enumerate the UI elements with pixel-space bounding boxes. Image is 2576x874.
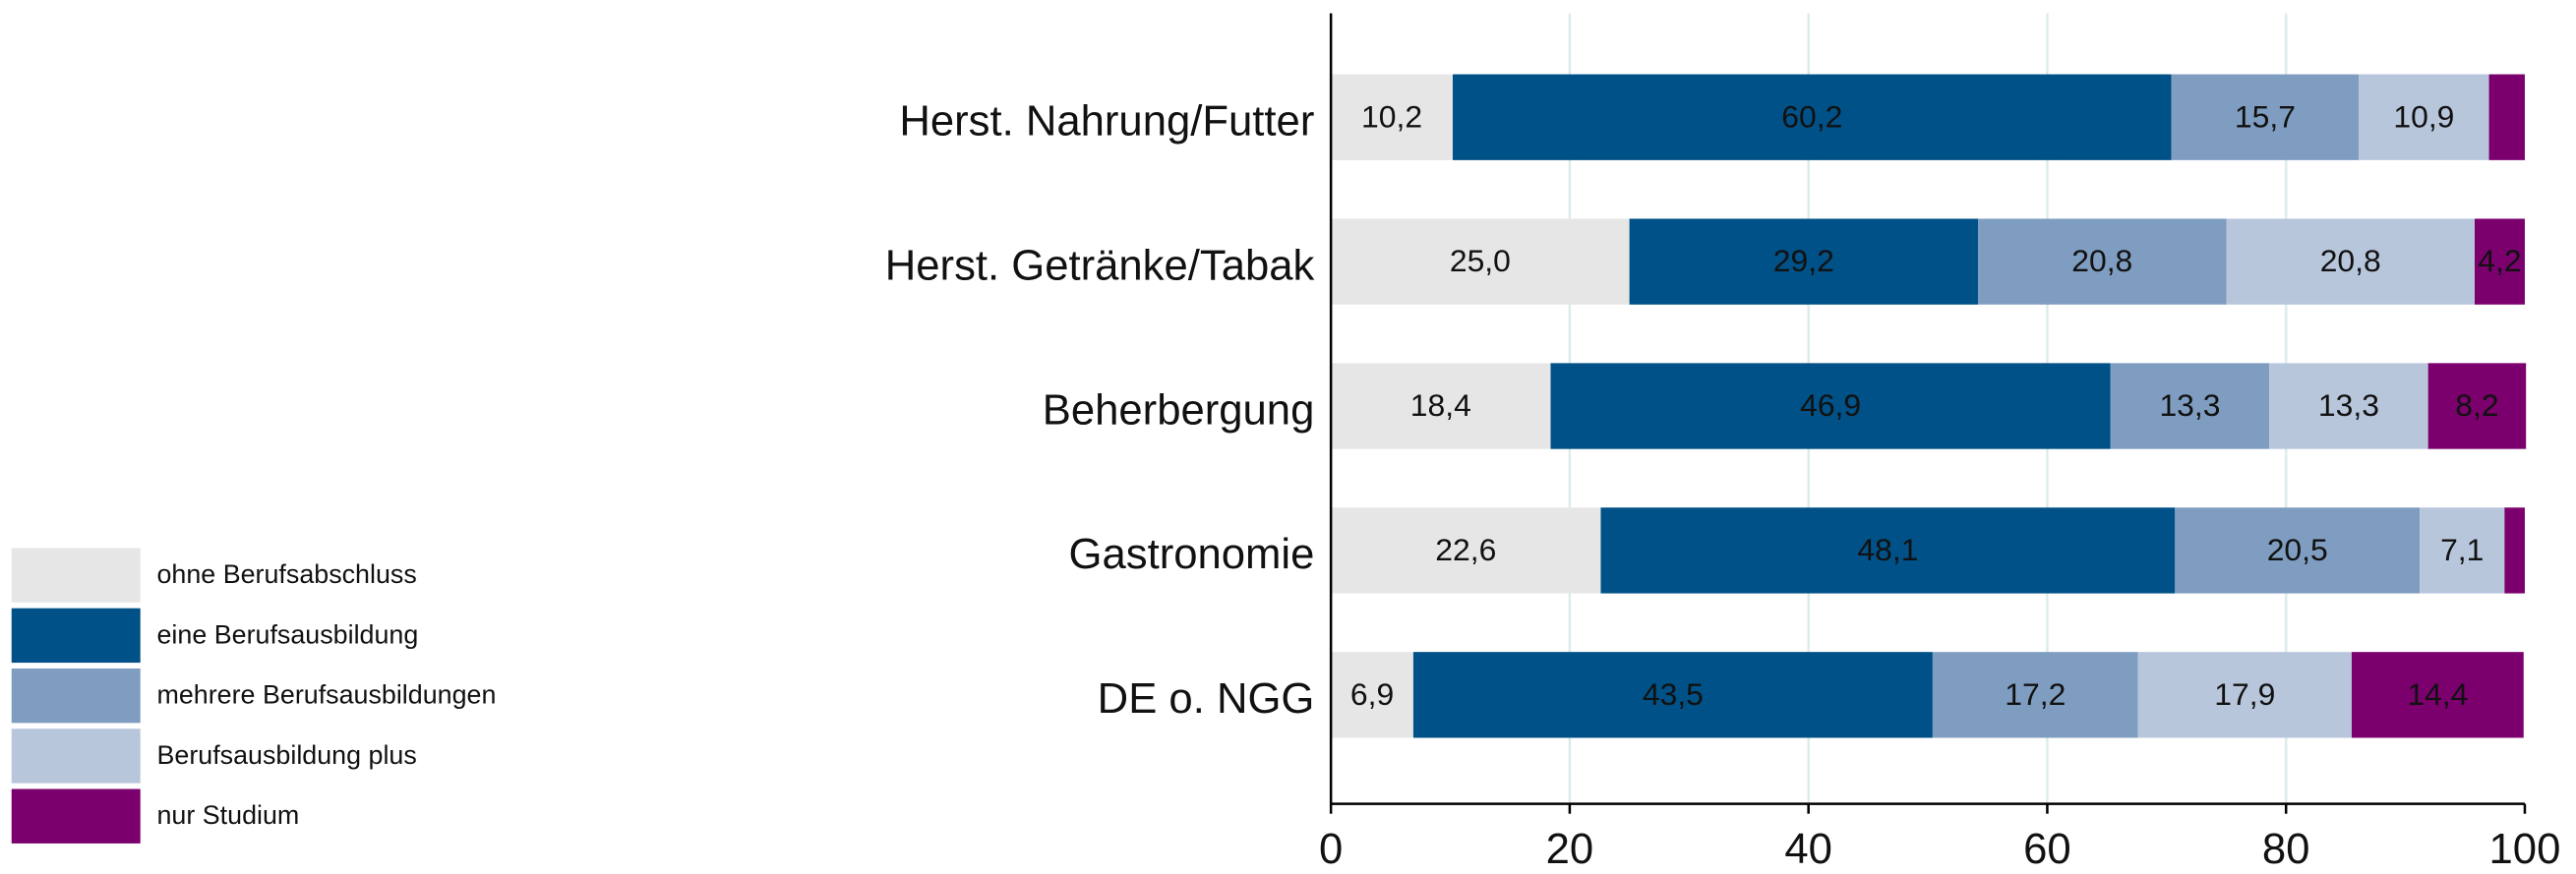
category-label: Herst. Getränke/Tabak (885, 241, 1315, 289)
bar-segment (2427, 363, 2527, 449)
bar-segment (2269, 363, 2428, 449)
x-tick-label: 0 (1319, 825, 1343, 873)
value-label: 46,9 (1800, 387, 1861, 423)
category-label: Beherbergung (1043, 385, 1315, 434)
bar-segment (2351, 652, 2524, 738)
value-label: 25,0 (1450, 243, 1511, 278)
legend-swatch (11, 608, 141, 664)
x-tick-label: 100 (2489, 825, 2561, 873)
value-label: 6,9 (1350, 676, 1394, 712)
bar-segment (1629, 218, 1979, 305)
legend-label: nur Studium (156, 800, 299, 830)
bar-segment (2504, 507, 2525, 594)
value-label: 17,9 (2214, 676, 2275, 712)
value-label: 17,2 (2005, 676, 2066, 712)
legend-label: Berufsausbildung plus (156, 740, 416, 770)
bar-segment (1331, 652, 1413, 738)
value-label: 43,5 (1643, 676, 1704, 712)
value-label: 14,4 (2407, 676, 2468, 712)
value-label: 20,5 (2267, 532, 2328, 567)
legend-label: eine Berufsausbildung (156, 619, 418, 649)
bar-segment (1932, 652, 2138, 738)
category-label: Gastronomie (1069, 530, 1315, 578)
x-tick-label: 20 (1546, 825, 1594, 873)
legend-label: mehrere Berufsausbildungen (156, 680, 496, 710)
value-label: 13,3 (2318, 387, 2379, 423)
bar-segment (1412, 652, 1933, 738)
value-label: 13,3 (2159, 387, 2220, 423)
bar-segment (1331, 218, 1630, 305)
legend-swatch (11, 548, 141, 603)
bar-segment (2474, 218, 2525, 305)
bar-segment (1600, 507, 2176, 594)
bar-segment (2171, 74, 2360, 160)
value-label: 29,2 (1773, 243, 1834, 278)
value-label: 20,8 (2071, 243, 2132, 278)
value-label: 8,2 (2455, 387, 2498, 423)
bar-segment (1550, 363, 2111, 449)
value-label: 10,9 (2393, 98, 2454, 134)
bar-segment (1331, 74, 1453, 160)
bar-segment (2359, 74, 2489, 160)
x-tick-label: 60 (2023, 825, 2071, 873)
value-label: 10,2 (1361, 98, 1422, 134)
x-tick-label: 80 (2262, 825, 2310, 873)
value-label: 15,7 (2235, 98, 2296, 134)
bar-segment (1331, 363, 1551, 449)
bar-segment (2175, 507, 2421, 594)
value-label: 22,6 (1435, 532, 1496, 567)
legend-swatch (11, 728, 141, 784)
bar-segment (2420, 507, 2505, 594)
bar-segment (1978, 218, 2227, 305)
category-label: Herst. Nahrung/Futter (899, 96, 1314, 145)
legend-swatch (11, 668, 141, 724)
category-label: DE o. NGG (1098, 674, 1315, 723)
legend-label: ohne Berufsabschluss (156, 559, 416, 589)
bar-segment (1331, 507, 1601, 594)
bar-segment (2110, 363, 2270, 449)
value-label: 20,8 (2320, 243, 2381, 278)
value-label: 7,1 (2440, 532, 2484, 567)
legend-swatch (11, 788, 141, 844)
value-label: 48,1 (1857, 532, 1918, 567)
bar-segment (1452, 74, 2172, 160)
bar-segment (2226, 218, 2475, 305)
value-label: 4,2 (2478, 243, 2521, 278)
value-label: 18,4 (1410, 387, 1471, 423)
bar-segment (2488, 74, 2525, 160)
value-label: 60,2 (1781, 98, 1842, 134)
x-tick-label: 40 (1784, 825, 1832, 873)
bar-segment (2137, 652, 2352, 738)
